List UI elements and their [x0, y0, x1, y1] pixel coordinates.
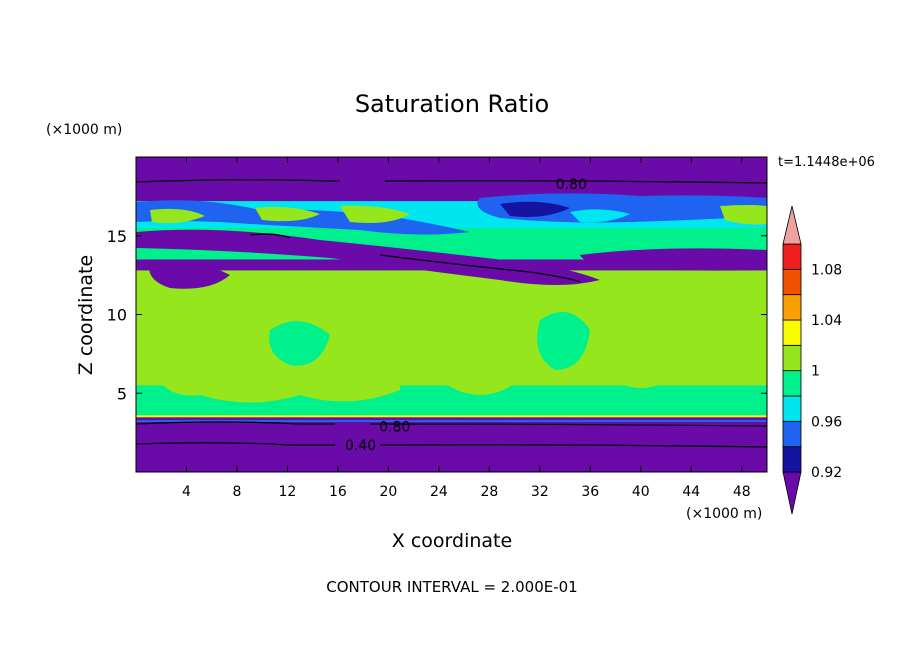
- colorbar-segment: [782, 268, 802, 296]
- purple-streak: [136, 229, 600, 285]
- contour-band-sliver: [136, 420, 767, 423]
- colorbar-segment: [782, 370, 802, 397]
- x-tick-label: 24: [430, 484, 448, 500]
- green-patch: [696, 278, 767, 344]
- y-unit-label: (×1000 m): [46, 122, 122, 138]
- green-patch: [255, 206, 320, 222]
- contour-band-sliver: [136, 415, 767, 418]
- colorbar-tick-label: 1: [811, 364, 820, 380]
- contour-line: [136, 442, 767, 448]
- colorbar-segment: [782, 471, 802, 515]
- contour-interval-footer: CONTOUR INTERVAL = 2.000E-01: [326, 578, 577, 596]
- x-tick-label: 48: [733, 484, 751, 500]
- purple-streak: [149, 260, 230, 289]
- colorbar-segment: [782, 395, 802, 422]
- x-axis-label: X coordinate: [392, 530, 512, 552]
- contour-line: [249, 233, 291, 239]
- x-axis-ticks: 4 8 12 16 20 24 28 32 36 40 44 48: [182, 157, 751, 500]
- green-patch: [596, 292, 680, 388]
- contour-labels: 0.800.800.40: [345, 177, 587, 454]
- x-tick-label: 32: [531, 484, 549, 500]
- colorbar-segment: [782, 420, 802, 448]
- contour-fill-detail: [136, 193, 767, 403]
- y-tick-label: 10: [107, 306, 127, 325]
- green-patch: [340, 205, 410, 223]
- colorbar-segment: [782, 205, 802, 245]
- colorbar: 0.92 0.96 1 1.04 1.08: [782, 205, 842, 515]
- contour-label: 0.80: [556, 177, 587, 193]
- x-tick-label: 4: [182, 484, 191, 500]
- x-tick-label: 12: [279, 484, 297, 500]
- colorbar-tick-label: 1.04: [811, 313, 842, 329]
- colorbar-segment: [782, 294, 802, 321]
- colorbar-segment: [782, 344, 802, 372]
- contour-line: [379, 254, 581, 283]
- colorbar-tick-label: 0.92: [811, 465, 842, 481]
- green-patch: [720, 205, 767, 225]
- x-tick-label: 40: [632, 484, 650, 500]
- contour-band: [136, 157, 767, 202]
- x-tick-label: 28: [480, 484, 498, 500]
- colorbar-segment: [782, 446, 802, 473]
- x-tick-label: 36: [581, 484, 599, 500]
- x-tick-label: 16: [329, 484, 347, 500]
- time-label: t=1.1448e+06: [778, 155, 875, 170]
- aqua-patch: [269, 321, 330, 366]
- green-patch: [150, 208, 205, 224]
- colorbar-tick-label: 1.08: [811, 262, 842, 278]
- aqua-patch: [537, 312, 590, 370]
- navy-patch: [500, 201, 570, 217]
- x-tick-label: 20: [379, 484, 397, 500]
- x-tick-label: 8: [232, 484, 241, 500]
- contour-label: 0.40: [345, 438, 376, 454]
- contour-line: [136, 421, 767, 427]
- x-tick-label: 44: [682, 484, 700, 500]
- y-tick-label: 15: [107, 227, 127, 246]
- colorbar-tick-label: 0.96: [811, 414, 842, 430]
- contour-line: [136, 179, 767, 184]
- contour-label: 0.80: [379, 419, 410, 435]
- cyan-patch: [570, 209, 630, 223]
- y-axis-ticks: 5 10 15: [107, 227, 767, 403]
- x-unit-label: (×1000 m): [686, 506, 762, 522]
- colorbar-segment: [782, 243, 802, 270]
- plot-area: [135, 156, 768, 473]
- y-tick-label: 5: [117, 384, 127, 403]
- contour-lines: [136, 179, 767, 448]
- purple-streak: [580, 248, 767, 271]
- chart-title: Saturation Ratio: [355, 90, 549, 118]
- green-patch: [426, 275, 530, 395]
- colorbar-segment: [782, 319, 802, 346]
- blue-patch: [477, 193, 767, 223]
- y-axis-label: Z coordinate: [75, 255, 97, 375]
